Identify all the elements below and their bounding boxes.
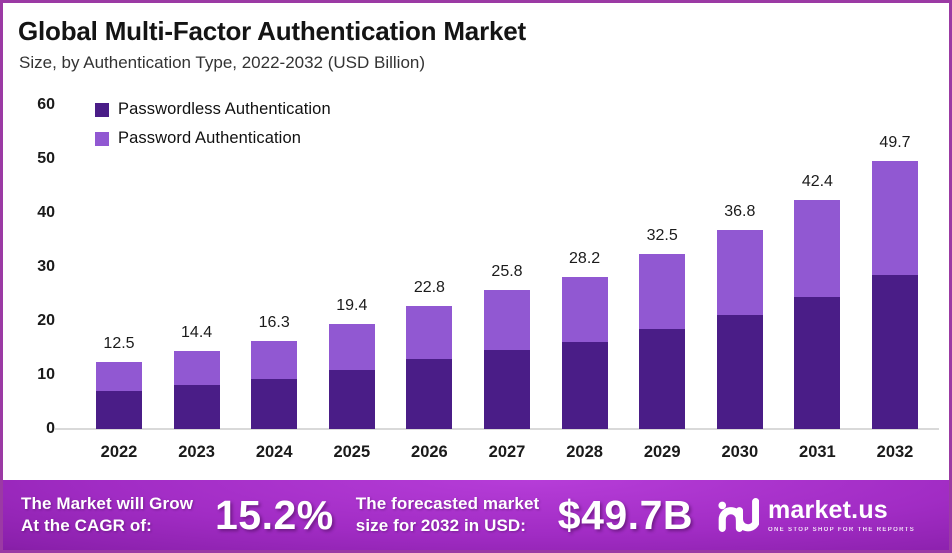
y-tick-60: 60 <box>37 96 55 113</box>
bar-segment-password-2027 <box>484 289 530 350</box>
bar-segment-password-2030 <box>716 230 763 316</box>
marketus-logo-icon <box>718 498 759 532</box>
cagr-label-line1: The Market will Grow <box>21 493 194 513</box>
page-title: Global Multi-Factor Authentication Marke… <box>18 16 526 46</box>
forecast-label-line2: size for 2032 in USD: <box>355 516 527 535</box>
cagr-label-line2: At the CAGR of: <box>21 516 152 535</box>
bar-total-label-2024: 16.3 <box>258 313 290 331</box>
marketus-logo-tagline: ONE STOP SHOP FOR THE REPORTS <box>767 526 916 533</box>
bar-segment-password-2032 <box>872 160 918 276</box>
bar-segment-password-2022 <box>96 361 142 391</box>
bar-segment-passwordless-2024 <box>251 379 298 429</box>
y-tick-40: 40 <box>37 204 55 221</box>
y-tick-50: 50 <box>37 150 55 167</box>
bar-total-label-2031: 42.4 <box>801 173 833 191</box>
bar-segment-passwordless-2029 <box>639 328 686 429</box>
y-tick-0: 0 <box>46 420 55 437</box>
bar-total-label-2022: 12.5 <box>103 334 135 352</box>
marketus-logo-text: market.us <box>767 495 888 524</box>
bar-total-label-2025: 19.4 <box>336 297 368 315</box>
legend-label-password: Password Authentication <box>118 129 301 147</box>
bar-segment-password-2029 <box>639 253 686 329</box>
bar-segment-password-2028 <box>561 276 608 343</box>
x-label-2030: 2030 <box>721 443 759 461</box>
cagr-label: The Market will Grow At the CAGR of: <box>21 493 213 537</box>
x-label-2027: 2027 <box>488 443 526 461</box>
bar-segment-password-2031 <box>794 200 841 298</box>
bar-total-label-2029: 32.5 <box>646 226 678 244</box>
x-label-2025: 2025 <box>333 443 371 461</box>
bar-segment-password-2024 <box>251 341 298 380</box>
bar-total-label-2028: 28.2 <box>569 249 601 267</box>
bar-segment-passwordless-2022 <box>96 390 142 429</box>
chart-legend: Passwordless Authentication Password Aut… <box>95 100 331 158</box>
bar-total-label-2027: 25.8 <box>491 262 523 280</box>
y-tick-20: 20 <box>37 312 55 329</box>
chart-area: 0 10 20 30 40 50 60 12.5 2022 14.4 2023 16.3 2024 19… <box>3 3 949 486</box>
x-label-2023: 2023 <box>178 443 215 461</box>
bar-segment-passwordless-2027 <box>484 349 530 429</box>
bar-segment-passwordless-2028 <box>561 342 608 429</box>
page-subtitle: Size, by Authentication Type, 2022-2032 … <box>19 53 426 72</box>
x-label-2029: 2029 <box>643 443 681 461</box>
bar-segment-passwordless-2030 <box>716 315 763 429</box>
y-tick-10: 10 <box>37 366 55 383</box>
x-label-2024: 2024 <box>255 443 293 461</box>
x-label-2032: 2032 <box>876 443 914 461</box>
legend-swatch-password-icon <box>95 131 109 146</box>
legend-swatch-passwordless-icon <box>95 102 109 117</box>
plot-area: 12.5 2022 14.4 2023 16.3 2024 19.4 2025 22.8 2026… <box>61 105 933 461</box>
x-label-2031: 2031 <box>799 443 836 461</box>
legend-item-password: Password Authentication <box>95 129 331 148</box>
bar-total-label-2023: 14.4 <box>181 324 213 342</box>
forecast-label-line1: The forecasted market <box>355 493 540 513</box>
cagr-value: 15.2% <box>215 491 334 538</box>
x-label-2028: 2028 <box>566 443 603 461</box>
bar-segment-passwordless-2031 <box>794 297 841 429</box>
bar-segment-password-2026 <box>406 305 453 360</box>
bar-segment-passwordless-2032 <box>872 275 918 429</box>
legend-label-passwordless: Passwordless Authentication <box>118 100 331 118</box>
bar-segment-password-2025 <box>328 324 375 371</box>
marketus-logo: market.us ONE STOP SHOP FOR THE REPORTS <box>717 496 915 534</box>
legend-item-passwordless: Passwordless Authentication <box>95 100 331 119</box>
forecast-label: The forecasted market size for 2032 in U… <box>356 493 556 537</box>
bar-segment-passwordless-2026 <box>406 359 453 429</box>
bar-segment-passwordless-2023 <box>173 385 220 429</box>
forecast-value: $49.7B <box>557 491 693 538</box>
x-label-2022: 2022 <box>100 443 138 461</box>
bar-total-label-2026: 22.8 <box>413 278 445 296</box>
x-axis-line <box>55 428 939 430</box>
y-tick-30: 30 <box>37 258 55 275</box>
x-label-2026: 2026 <box>411 443 448 461</box>
bar-segment-passwordless-2025 <box>328 370 375 429</box>
bar-segment-password-2023 <box>173 351 220 386</box>
bar-total-label-2030: 36.8 <box>724 203 756 221</box>
bar-total-label-2032: 49.7 <box>879 133 911 151</box>
bottom-banner: The Market will Grow At the CAGR of: 15.… <box>3 480 949 550</box>
